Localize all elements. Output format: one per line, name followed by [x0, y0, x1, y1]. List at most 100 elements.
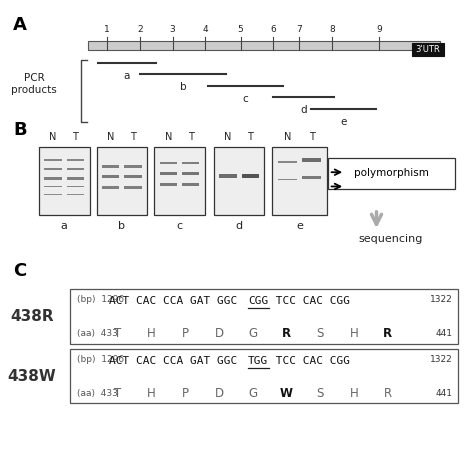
FancyBboxPatch shape	[45, 159, 62, 161]
FancyBboxPatch shape	[154, 147, 205, 215]
Text: H: H	[350, 328, 358, 340]
Text: CGG: CGG	[248, 296, 268, 306]
Text: 1322: 1322	[430, 295, 453, 304]
Text: 438W: 438W	[8, 369, 56, 383]
Text: c: c	[176, 221, 182, 231]
Text: D: D	[214, 328, 224, 340]
Text: D: D	[214, 387, 224, 400]
Text: P: P	[182, 328, 189, 340]
Text: T: T	[73, 133, 78, 142]
Text: G: G	[248, 387, 257, 400]
Text: polymorphism: polymorphism	[354, 168, 429, 178]
Text: N: N	[49, 133, 57, 142]
FancyBboxPatch shape	[67, 159, 84, 161]
FancyBboxPatch shape	[124, 186, 142, 189]
FancyBboxPatch shape	[272, 147, 327, 215]
Text: (aa)  433: (aa) 433	[77, 329, 118, 338]
Text: T: T	[309, 133, 315, 142]
FancyBboxPatch shape	[182, 183, 199, 186]
FancyBboxPatch shape	[302, 158, 321, 162]
Text: W: W	[280, 387, 293, 400]
Text: PCR
products: PCR products	[11, 73, 57, 95]
Text: H: H	[147, 328, 156, 340]
Text: C: C	[13, 262, 27, 280]
FancyBboxPatch shape	[278, 161, 297, 163]
FancyBboxPatch shape	[67, 177, 84, 180]
FancyBboxPatch shape	[45, 168, 62, 170]
Text: TCC CAC CGG: TCC CAC CGG	[269, 355, 350, 365]
Text: a: a	[124, 71, 130, 81]
FancyBboxPatch shape	[124, 176, 142, 178]
Text: S: S	[317, 387, 324, 400]
Text: 441: 441	[436, 329, 453, 338]
Text: T: T	[188, 133, 194, 142]
FancyBboxPatch shape	[160, 162, 177, 164]
Text: 438R: 438R	[10, 309, 54, 324]
Text: d: d	[301, 105, 307, 115]
FancyBboxPatch shape	[88, 41, 440, 49]
FancyBboxPatch shape	[124, 165, 142, 168]
Text: R: R	[383, 387, 392, 400]
Text: 441: 441	[436, 389, 453, 398]
Text: 2: 2	[137, 25, 143, 34]
FancyBboxPatch shape	[45, 177, 62, 180]
Text: S: S	[317, 328, 324, 340]
Text: B: B	[13, 121, 27, 139]
FancyBboxPatch shape	[102, 176, 119, 178]
FancyBboxPatch shape	[328, 158, 455, 189]
Text: e: e	[296, 221, 303, 231]
Text: c: c	[242, 94, 248, 103]
Text: T: T	[114, 387, 121, 400]
FancyBboxPatch shape	[102, 186, 119, 189]
Text: e: e	[340, 116, 347, 127]
FancyBboxPatch shape	[67, 186, 84, 188]
Text: 3: 3	[170, 25, 175, 34]
FancyBboxPatch shape	[219, 174, 237, 178]
Text: 1: 1	[104, 25, 110, 34]
Text: a: a	[61, 221, 68, 231]
Text: N: N	[107, 133, 114, 142]
Text: TGG: TGG	[248, 355, 268, 365]
Text: TCC CAC CGG: TCC CAC CGG	[269, 296, 350, 306]
Text: N: N	[224, 133, 232, 142]
Text: 5: 5	[237, 25, 243, 34]
FancyBboxPatch shape	[278, 179, 297, 181]
Text: (bp)  1296: (bp) 1296	[77, 355, 125, 364]
Text: sequencing: sequencing	[358, 234, 423, 244]
Text: ACT CAC CCA GAT GGC: ACT CAC CCA GAT GGC	[109, 355, 244, 365]
FancyBboxPatch shape	[39, 147, 90, 215]
Text: H: H	[147, 387, 156, 400]
Text: 6: 6	[271, 25, 276, 34]
FancyBboxPatch shape	[411, 43, 445, 55]
Text: 4: 4	[202, 25, 208, 34]
FancyBboxPatch shape	[70, 289, 457, 344]
FancyBboxPatch shape	[97, 147, 147, 215]
Text: b: b	[118, 221, 126, 231]
Text: (aa)  433: (aa) 433	[77, 389, 118, 398]
FancyBboxPatch shape	[182, 172, 199, 175]
Text: N: N	[284, 133, 291, 142]
Text: G: G	[248, 328, 257, 340]
Text: b: b	[180, 82, 186, 92]
Text: 9: 9	[376, 25, 382, 34]
Text: d: d	[236, 221, 243, 231]
Text: T: T	[247, 133, 253, 142]
Text: T: T	[130, 133, 136, 142]
Text: A: A	[13, 16, 27, 34]
Text: R: R	[383, 328, 392, 340]
Text: T: T	[114, 328, 121, 340]
FancyBboxPatch shape	[182, 162, 199, 164]
FancyBboxPatch shape	[45, 194, 62, 195]
Text: H: H	[350, 387, 358, 400]
Text: N: N	[165, 133, 172, 142]
Text: 7: 7	[296, 25, 302, 34]
FancyBboxPatch shape	[45, 186, 62, 188]
Text: 1322: 1322	[430, 355, 453, 364]
Text: 3ʹUTR: 3ʹUTR	[416, 45, 440, 54]
FancyBboxPatch shape	[214, 147, 264, 215]
FancyBboxPatch shape	[67, 168, 84, 170]
FancyBboxPatch shape	[102, 165, 119, 168]
FancyBboxPatch shape	[160, 172, 177, 175]
FancyBboxPatch shape	[70, 349, 457, 403]
Text: ACT CAC CCA GAT GGC: ACT CAC CCA GAT GGC	[109, 296, 244, 306]
